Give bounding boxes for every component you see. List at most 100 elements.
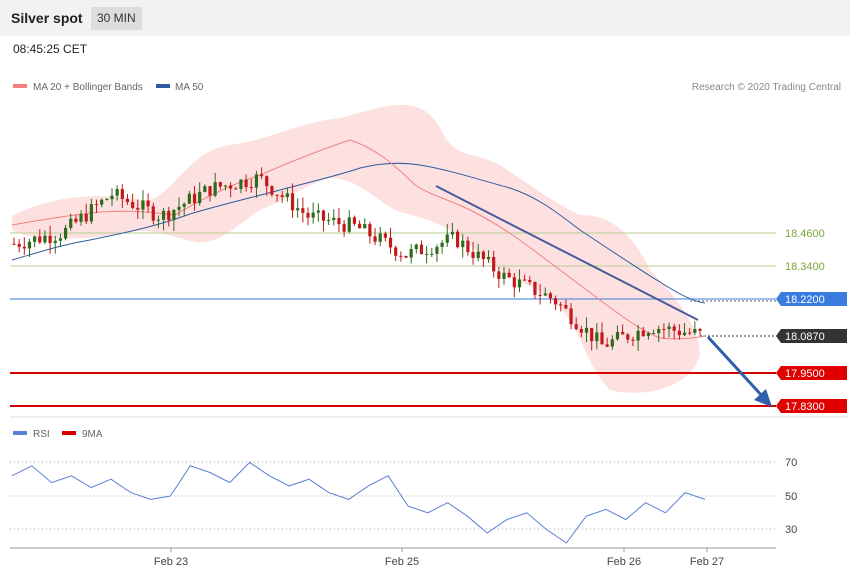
candle-body (120, 189, 124, 199)
candle-body (182, 203, 186, 207)
tag-last-bg (776, 329, 847, 343)
candle-body (399, 255, 403, 257)
candle-body (33, 236, 37, 242)
candle-body (296, 208, 300, 211)
candle-body (63, 227, 68, 239)
candle-body (394, 247, 398, 256)
candle-body (167, 210, 171, 221)
candle-body (136, 207, 140, 210)
candle-body (115, 189, 119, 196)
credit-text: Research © 2020 Trading Central (692, 82, 841, 93)
x-axis-labels: Feb 23 Feb 25 Feb 26 Feb 27 (154, 548, 724, 568)
candle-body (543, 293, 547, 296)
tag-18220: 18.2200 (785, 294, 825, 306)
candle-body (636, 330, 640, 341)
legend-ma20-label: MA 20 + Bollinger Bands (33, 82, 143, 93)
candle-body (492, 256, 496, 272)
candle-body (244, 179, 248, 188)
timeframe-badge[interactable]: 30 MIN (91, 7, 142, 30)
candle-body (208, 186, 212, 196)
candle-body (347, 217, 351, 232)
candle-body (301, 208, 305, 213)
legend-ma50-swatch (156, 84, 170, 88)
candle-body (53, 240, 57, 244)
candle-body (229, 185, 233, 189)
candle-body (275, 194, 279, 196)
rsi-line (11, 461, 706, 544)
candle-body (187, 193, 191, 204)
candle-body (192, 193, 197, 204)
candle-body (688, 332, 692, 334)
candle-body (368, 224, 372, 237)
candle-body (600, 332, 604, 345)
candle-body (404, 255, 408, 258)
candle-body (239, 179, 243, 189)
candle-body (605, 344, 609, 347)
tag-18220-bg (776, 292, 847, 306)
candle-body (156, 219, 161, 221)
legend-rsi-swatch (13, 431, 27, 435)
candle-body (440, 242, 444, 247)
legend-rsi-label: RSI (33, 429, 50, 440)
legend-9ma-label: 9MA (82, 429, 103, 440)
candle-body (22, 246, 26, 249)
candle-body (430, 253, 434, 255)
candle-body (502, 272, 506, 279)
candle-body (388, 237, 393, 248)
candle-body (667, 326, 671, 330)
candle-body (471, 252, 475, 259)
candle-body (363, 224, 367, 229)
candle-body (141, 200, 145, 210)
candle-body (450, 231, 455, 235)
candle-body (337, 217, 341, 225)
candle-body (27, 241, 32, 249)
legend-9ma-swatch (62, 431, 76, 435)
candle-body (615, 332, 620, 340)
candle-body (682, 332, 687, 336)
candle-body (89, 204, 93, 222)
candle-body (161, 210, 166, 220)
candle-body (290, 193, 295, 211)
candle-body (177, 206, 181, 210)
candle-body (110, 195, 114, 200)
candle-body (327, 219, 331, 221)
tag-17950-bg (776, 366, 847, 380)
bollinger-band (12, 104, 700, 393)
candle-body (270, 186, 274, 195)
candle-body (146, 200, 150, 207)
candle-body (131, 202, 135, 208)
candle-body (574, 324, 578, 330)
candle-body (476, 251, 480, 259)
downtrend-line (435, 185, 699, 321)
candle-body (455, 231, 460, 248)
rsi-tick-50: 50 (785, 491, 797, 503)
candle-body (435, 246, 439, 254)
candle-body (332, 217, 336, 220)
candle-body (677, 330, 681, 336)
candle-body (38, 236, 42, 243)
candle-body (48, 235, 52, 244)
candle-body (383, 233, 387, 238)
candle-body (213, 182, 217, 196)
candle-body (579, 329, 583, 333)
candle-body (69, 218, 73, 228)
candle-body (693, 329, 697, 333)
candle-body (646, 333, 651, 337)
candle-body (94, 204, 99, 206)
candle-body (517, 279, 522, 288)
candle-body (218, 182, 222, 187)
candle-body (373, 236, 377, 242)
forecast-arrow (706, 335, 772, 407)
candlestick-series (12, 167, 702, 352)
candle-body (595, 332, 599, 342)
candle-body (564, 304, 568, 309)
candle-body (203, 186, 207, 192)
timestamp: 08:45:25 CET (13, 42, 88, 56)
tag-18087: 18.0870 (785, 331, 825, 343)
candle-body (265, 176, 269, 187)
candle-body (698, 329, 702, 331)
candle-body (17, 243, 21, 247)
candle-body (497, 271, 501, 279)
candle-body (43, 235, 47, 243)
candle-body (254, 174, 259, 188)
